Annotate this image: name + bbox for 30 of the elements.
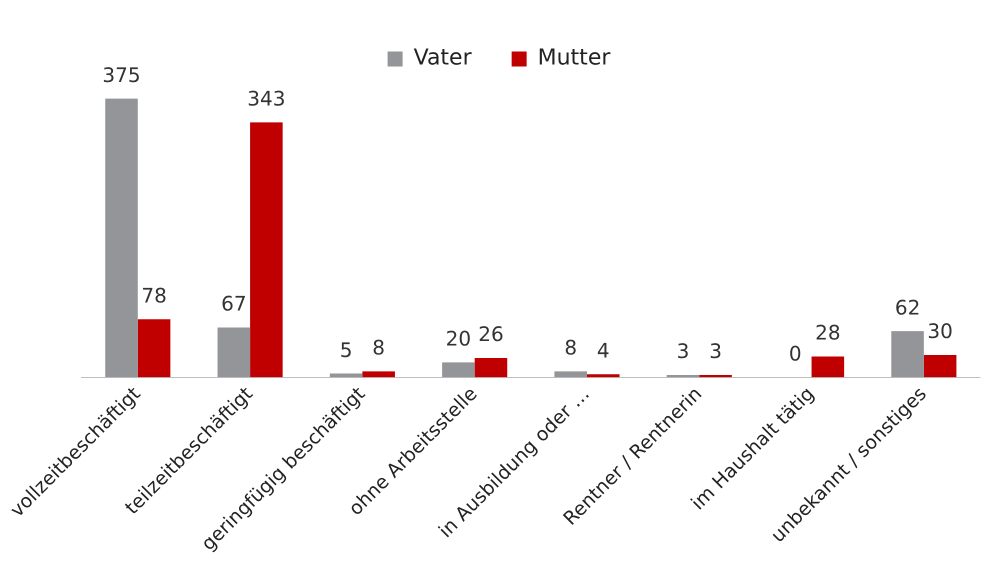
data-label: 4 xyxy=(596,338,610,362)
data-label: 78 xyxy=(141,284,167,308)
data-label: 5 xyxy=(340,338,352,362)
bar xyxy=(362,371,395,378)
data-label: 28 xyxy=(815,320,841,345)
bar xyxy=(105,98,138,378)
bar xyxy=(218,327,250,378)
data-label: 3 xyxy=(709,339,722,364)
data-label: 8 xyxy=(372,336,386,360)
data-label: 375 xyxy=(102,62,141,87)
data-label: 62 xyxy=(894,295,920,320)
bar xyxy=(138,319,170,378)
data-label: 3 xyxy=(676,339,690,364)
bar xyxy=(812,356,844,378)
data-label: 26 xyxy=(478,322,504,346)
data-label: 67 xyxy=(221,292,247,316)
bar xyxy=(442,362,475,378)
bar xyxy=(250,122,283,378)
data-label: 20 xyxy=(446,326,472,351)
bar xyxy=(554,371,587,378)
bar xyxy=(330,374,362,378)
bar xyxy=(891,331,924,378)
bar xyxy=(924,354,956,378)
bar xyxy=(474,358,508,378)
legend-label: Vater xyxy=(414,46,473,71)
data-label: 0 xyxy=(788,341,802,366)
legend-label: Mutter xyxy=(538,46,612,71)
data-label: 8 xyxy=(564,336,578,360)
data-label: 30 xyxy=(927,319,953,344)
data-label: 343 xyxy=(247,86,286,111)
